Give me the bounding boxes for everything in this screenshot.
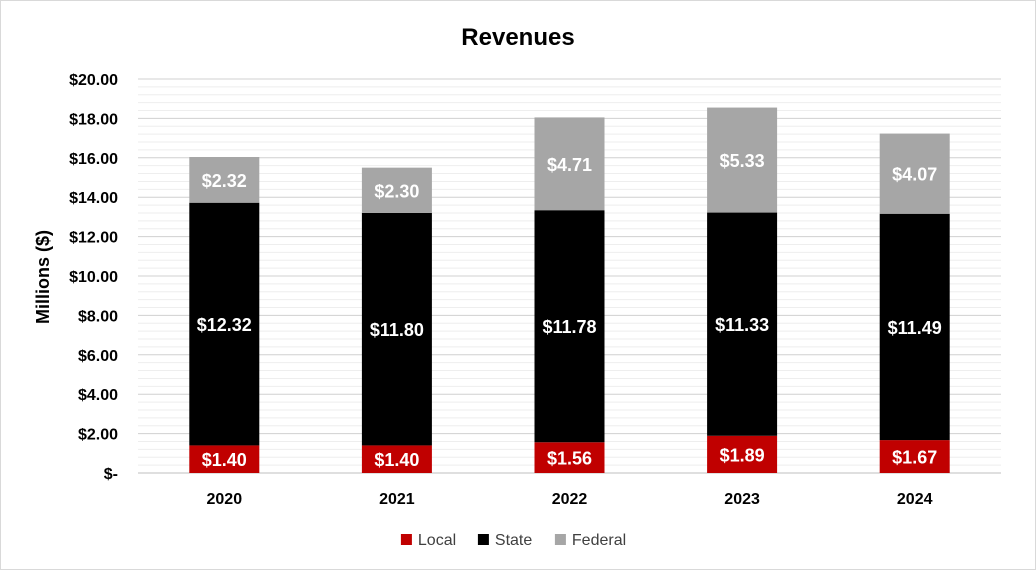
legend-label-state: State <box>495 532 532 549</box>
legend-swatch-state <box>477 534 489 545</box>
bar-federal-2022 <box>534 117 605 211</box>
y-tick-label: $12.00 <box>69 230 118 247</box>
data-label-federal-2022: $4.71 <box>547 155 592 175</box>
y-axis-label: Millions ($) <box>33 230 53 324</box>
data-label-state-2020: $12.32 <box>197 315 252 335</box>
x-axis-ticks: 2020 2021 2022 2023 2024 <box>207 491 933 508</box>
y-tick-label: $20.00 <box>69 72 118 89</box>
y-tick-label: $16.00 <box>69 151 118 168</box>
y-axis-ticks: $- $2.00 $4.00 $6.00 $8.00 $10.00 $12.00 $14.00… <box>69 72 118 483</box>
data-label-state-2024: $11.49 <box>888 318 942 338</box>
bar-local-2022 <box>534 442 605 473</box>
y-tick-label: $4.00 <box>78 387 118 404</box>
data-label-local-2024: $1.67 <box>892 448 937 468</box>
legend-swatch-federal <box>554 534 566 545</box>
bar-federal-2020 <box>189 157 260 203</box>
y-tick-label: $14.00 <box>69 190 118 207</box>
x-tick-label: 2021 <box>379 491 415 508</box>
y-tick-label: $2.00 <box>78 427 118 444</box>
y-tick-label: $10.00 <box>69 269 118 286</box>
bar-local-2023 <box>707 435 778 473</box>
data-label-local-2021: $1.40 <box>374 450 419 470</box>
y-tick-label: $18.00 <box>69 111 118 128</box>
bar-state-2023 <box>707 212 778 436</box>
data-label-local-2020: $1.40 <box>202 450 247 470</box>
bar-federal-2024 <box>879 133 950 214</box>
data-label-state-2022: $11.78 <box>542 317 596 337</box>
bar-state-2024 <box>879 213 950 441</box>
legend-label-local: Local <box>418 532 456 549</box>
bar-state-2021 <box>361 212 432 446</box>
x-tick-label: 2024 <box>897 491 933 508</box>
data-label-local-2022: $1.56 <box>547 449 592 469</box>
bars: $1.40 $12.32 $2.32 $1.40 $11.80 $2.30 $1.56 $11… <box>189 107 950 473</box>
bar-state-2020 <box>189 202 260 446</box>
bar-local-2021 <box>361 445 432 473</box>
y-tick-label: $6.00 <box>78 348 118 365</box>
data-label-state-2021: $11.80 <box>370 320 424 340</box>
bar-federal-2021 <box>361 167 432 213</box>
data-label-state-2023: $11.33 <box>715 315 769 335</box>
chart-title: Revenues <box>461 24 574 51</box>
bar-state-2022 <box>534 210 605 443</box>
data-label-federal-2024: $4.07 <box>892 165 937 185</box>
y-tick-label: $- <box>104 466 118 483</box>
data-label-federal-2021: $2.30 <box>374 181 419 201</box>
y-tick-label: $8.00 <box>78 308 118 325</box>
data-label-federal-2020: $2.32 <box>202 171 247 191</box>
x-tick-label: 2023 <box>724 491 760 508</box>
data-label-local-2023: $1.89 <box>720 445 765 465</box>
bar-local-2020 <box>189 445 260 473</box>
bar-federal-2023 <box>707 107 778 213</box>
legend: Local State Federal <box>400 532 626 549</box>
legend-swatch-local <box>400 534 412 545</box>
bar-local-2024 <box>879 440 950 473</box>
x-tick-label: 2020 <box>207 491 243 508</box>
data-label-federal-2023: $5.33 <box>720 151 765 171</box>
legend-label-federal: Federal <box>572 532 626 549</box>
x-tick-label: 2022 <box>552 491 588 508</box>
